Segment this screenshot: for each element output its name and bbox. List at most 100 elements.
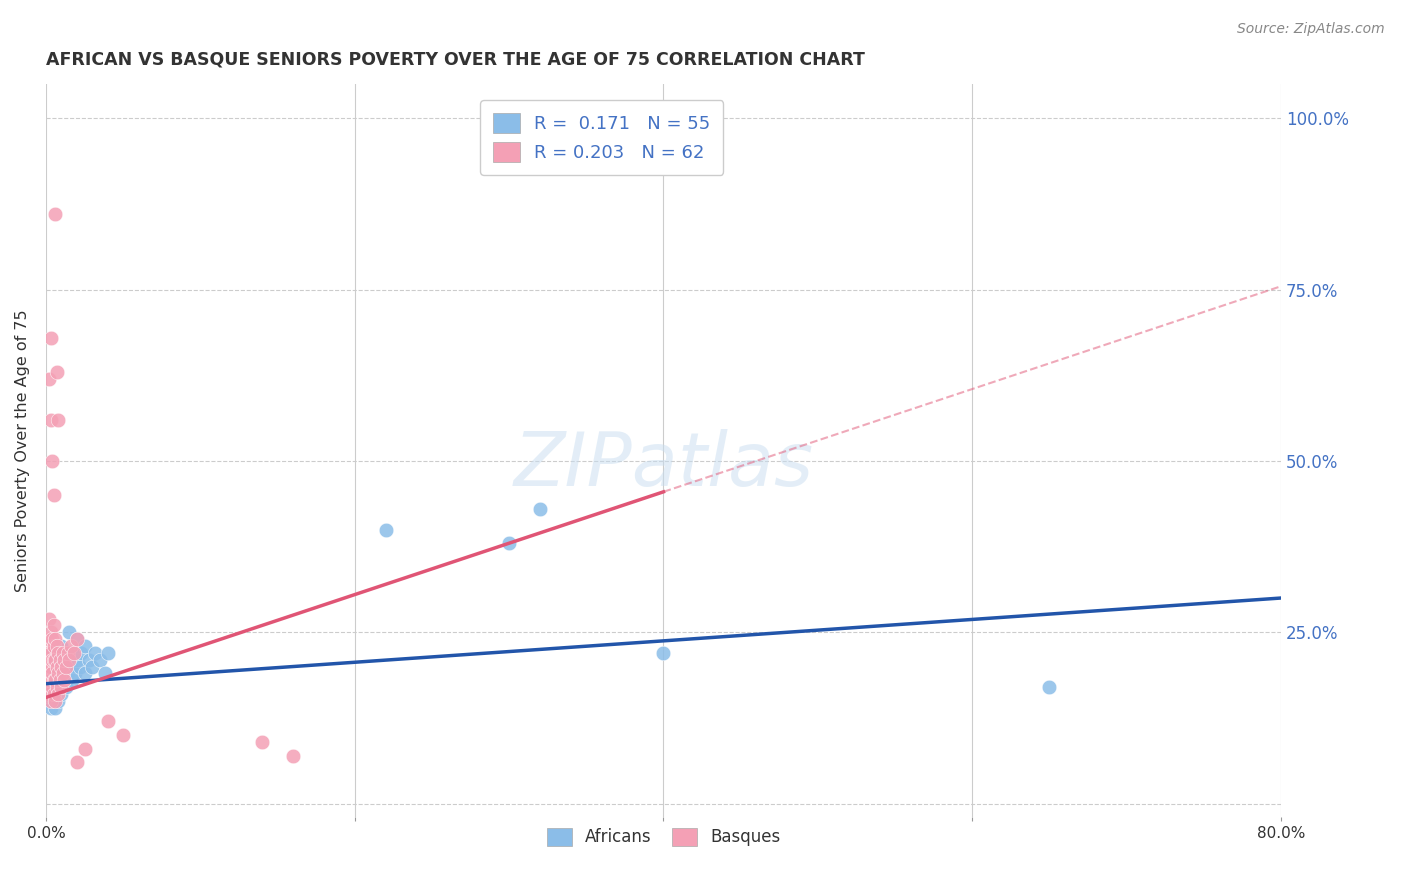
Point bbox=[69, 659, 91, 673]
Point bbox=[45, 680, 67, 694]
Point bbox=[41, 632, 63, 647]
Point bbox=[41, 666, 63, 681]
Point bbox=[51, 680, 73, 694]
Point bbox=[45, 646, 67, 660]
Point bbox=[39, 413, 62, 427]
Point bbox=[39, 694, 62, 708]
Point bbox=[51, 659, 73, 673]
Point bbox=[41, 454, 63, 468]
Text: ZIPatlas: ZIPatlas bbox=[513, 429, 814, 501]
Point bbox=[37, 666, 59, 681]
Y-axis label: Seniors Poverty Over the Age of 75: Seniors Poverty Over the Age of 75 bbox=[15, 310, 30, 592]
Point bbox=[51, 666, 73, 681]
Point bbox=[52, 646, 75, 660]
Point bbox=[65, 666, 87, 681]
Point bbox=[82, 659, 104, 673]
Point bbox=[58, 653, 80, 667]
Point bbox=[42, 673, 65, 688]
Point bbox=[58, 625, 80, 640]
Point bbox=[44, 653, 66, 667]
Point bbox=[250, 735, 273, 749]
Point bbox=[51, 687, 73, 701]
Point bbox=[37, 666, 59, 681]
Point bbox=[38, 659, 60, 673]
Point bbox=[66, 632, 89, 647]
Point bbox=[42, 687, 65, 701]
Point bbox=[42, 680, 65, 694]
Point bbox=[46, 694, 69, 708]
Point bbox=[44, 673, 66, 688]
Point bbox=[42, 618, 65, 632]
Point bbox=[281, 748, 304, 763]
Point bbox=[38, 673, 60, 688]
Point bbox=[39, 666, 62, 681]
Point bbox=[45, 659, 67, 673]
Point bbox=[37, 653, 59, 667]
Point bbox=[38, 687, 60, 701]
Point bbox=[45, 639, 67, 653]
Point bbox=[66, 653, 89, 667]
Point bbox=[38, 372, 60, 386]
Point bbox=[53, 653, 76, 667]
Legend: R =  0.171   N = 55, R = 0.203   N = 62: R = 0.171 N = 55, R = 0.203 N = 62 bbox=[481, 101, 723, 175]
Text: Source: ZipAtlas.com: Source: ZipAtlas.com bbox=[1237, 22, 1385, 37]
Point bbox=[51, 639, 73, 653]
Point bbox=[49, 680, 72, 694]
Point bbox=[45, 687, 67, 701]
Point bbox=[39, 680, 62, 694]
Point bbox=[529, 502, 551, 516]
Point bbox=[56, 666, 79, 681]
Point bbox=[53, 673, 76, 688]
Point bbox=[46, 413, 69, 427]
Point bbox=[49, 653, 72, 667]
Point bbox=[39, 700, 62, 714]
Point bbox=[41, 653, 63, 667]
Point bbox=[53, 653, 76, 667]
Point bbox=[66, 756, 89, 770]
Point bbox=[60, 673, 83, 688]
Point bbox=[37, 632, 59, 647]
Point bbox=[49, 653, 72, 667]
Point bbox=[37, 680, 59, 694]
Point bbox=[66, 632, 89, 647]
Point bbox=[46, 687, 69, 701]
Point bbox=[93, 666, 115, 681]
Point bbox=[42, 488, 65, 502]
Point bbox=[39, 673, 62, 688]
Point bbox=[49, 673, 72, 688]
Point bbox=[39, 331, 62, 345]
Point bbox=[38, 694, 60, 708]
Point bbox=[62, 646, 84, 660]
Point bbox=[42, 639, 65, 653]
Point bbox=[46, 673, 69, 688]
Point bbox=[1038, 680, 1060, 694]
Text: AFRICAN VS BASQUE SENIORS POVERTY OVER THE AGE OF 75 CORRELATION CHART: AFRICAN VS BASQUE SENIORS POVERTY OVER T… bbox=[46, 51, 865, 69]
Point bbox=[44, 694, 66, 708]
Point bbox=[52, 666, 75, 681]
Point bbox=[39, 646, 62, 660]
Point bbox=[39, 659, 62, 673]
Point bbox=[59, 639, 82, 653]
Point bbox=[38, 646, 60, 660]
Point bbox=[59, 659, 82, 673]
Point bbox=[41, 687, 63, 701]
Point bbox=[112, 728, 135, 742]
Point bbox=[89, 653, 111, 667]
Point bbox=[652, 646, 675, 660]
Point bbox=[62, 646, 84, 660]
Point bbox=[46, 646, 69, 660]
Point bbox=[97, 646, 120, 660]
Point bbox=[55, 659, 77, 673]
Point bbox=[77, 653, 100, 667]
Point bbox=[39, 625, 62, 640]
Point bbox=[41, 673, 63, 688]
Point bbox=[45, 365, 67, 379]
Point bbox=[42, 659, 65, 673]
Point bbox=[44, 207, 66, 221]
Point bbox=[46, 659, 69, 673]
Point bbox=[42, 653, 65, 667]
Point bbox=[38, 659, 60, 673]
Point bbox=[38, 632, 60, 647]
Point bbox=[73, 639, 96, 653]
Point bbox=[38, 673, 60, 688]
